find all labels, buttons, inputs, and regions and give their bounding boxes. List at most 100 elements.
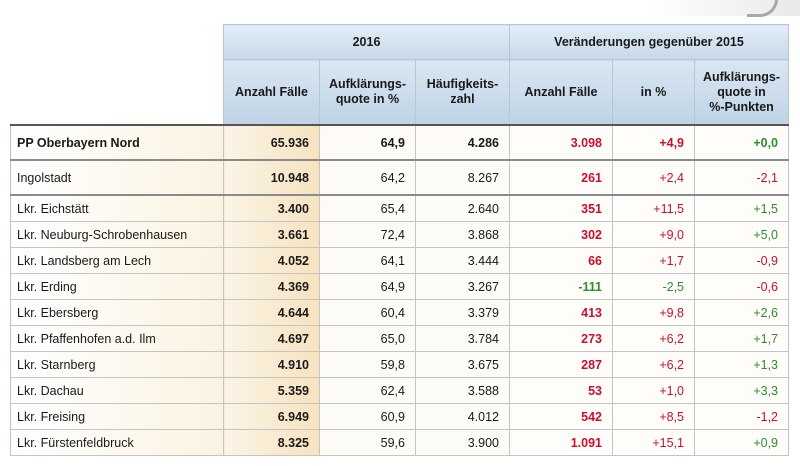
change-clearance-points: -0,9 xyxy=(694,247,789,274)
change-cases: 261 xyxy=(509,160,613,196)
change-clearance-points: +1,7 xyxy=(694,325,789,352)
frequency-2016: 4.286 xyxy=(415,124,510,161)
cases-2016: 8.325 xyxy=(223,429,320,456)
region-name: Lkr. Landsberg am Lech xyxy=(10,247,224,274)
table-row: Lkr. Pfaffenhofen a.d. Ilm 4.697 65,0 3.784… xyxy=(10,325,789,352)
change-clearance-points: +3,3 xyxy=(694,377,789,404)
region-name: Lkr. Pfaffenhofen a.d. Ilm xyxy=(10,325,224,352)
frequency-2016: 2.640 xyxy=(415,195,510,222)
change-clearance-points: -0,6 xyxy=(694,273,789,300)
region-name: Lkr. Ebersberg xyxy=(10,299,224,326)
clearance-rate-2016: 64,9 xyxy=(319,273,416,300)
table-row: Lkr. Landsberg am Lech 4.052 64,1 3.444 66 +1… xyxy=(10,247,789,274)
header-blank xyxy=(10,24,224,60)
change-cases: 66 xyxy=(509,247,613,274)
header-haeufigkeitszahl: Häufigkeits-zahl xyxy=(415,59,510,126)
frequency-2016: 4.012 xyxy=(415,403,510,430)
change-cases: 3.098 xyxy=(509,124,613,161)
table-row: Lkr. Freising 6.949 60,9 4.012 542 +8,5 -1,2 xyxy=(10,403,789,430)
table-row: Lkr. Neuburg-Schrobenhausen 3.661 72,4 3.86… xyxy=(10,221,789,248)
change-cases: 53 xyxy=(509,377,613,404)
table-row: Lkr. Erding 4.369 64,9 3.267 -111 -2,5 -0,6 xyxy=(10,273,789,300)
corner-decoration xyxy=(650,0,800,17)
region-name: Lkr. Starnberg xyxy=(10,351,224,378)
clearance-rate-2016: 59,8 xyxy=(319,351,416,378)
frequency-2016: 3.900 xyxy=(415,429,510,456)
clearance-rate-2016: 60,9 xyxy=(319,403,416,430)
region-name: Lkr. Freising xyxy=(10,403,224,430)
frequency-2016: 3.868 xyxy=(415,221,510,248)
clearance-rate-2016: 64,9 xyxy=(319,124,416,161)
change-clearance-points: +2,6 xyxy=(694,299,789,326)
header-aufklaerungsquote: Aufklärungs-quote in % xyxy=(319,59,416,126)
cases-2016: 4.052 xyxy=(223,247,320,274)
cases-2016: 5.359 xyxy=(223,377,320,404)
cases-2016: 6.949 xyxy=(223,403,320,430)
clearance-rate-2016: 62,4 xyxy=(319,377,416,404)
header-anzahl-faelle: Anzahl Fälle xyxy=(223,59,320,126)
region-name: PP Oberbayern Nord xyxy=(10,124,224,161)
change-cases: 1.091 xyxy=(509,429,613,456)
change-cases: 302 xyxy=(509,221,613,248)
change-cases: 542 xyxy=(509,403,613,430)
change-clearance-points: -1,2 xyxy=(694,403,789,430)
change-cases: -111 xyxy=(509,273,613,300)
cases-2016: 4.910 xyxy=(223,351,320,378)
region-name: Ingolstadt xyxy=(10,160,224,196)
crime-statistics-table: 2016 Veränderungen gegenüber 2015 Anzahl… xyxy=(10,24,789,456)
frequency-2016: 3.267 xyxy=(415,273,510,300)
cases-2016: 3.400 xyxy=(223,195,320,222)
frequency-2016: 3.444 xyxy=(415,247,510,274)
cases-2016: 4.644 xyxy=(223,299,320,326)
region-name: Lkr. Dachau xyxy=(10,377,224,404)
change-clearance-points: -2,1 xyxy=(694,160,789,196)
cases-2016: 65.936 xyxy=(223,124,320,161)
change-clearance-points: +1,3 xyxy=(694,351,789,378)
clearance-rate-2016: 59,6 xyxy=(319,429,416,456)
change-percent: +6,2 xyxy=(612,325,695,352)
table-row: Lkr. Starnberg 4.910 59,8 3.675 287 +6,2 +1,3 xyxy=(10,351,789,378)
cases-2016: 10.948 xyxy=(223,160,320,196)
region-name: Lkr. Neuburg-Schrobenhausen xyxy=(10,221,224,248)
change-percent: +11,5 xyxy=(612,195,695,222)
change-cases: 351 xyxy=(509,195,613,222)
change-clearance-points: +0,9 xyxy=(694,429,789,456)
change-percent: +1,7 xyxy=(612,247,695,274)
frequency-2016: 3.784 xyxy=(415,325,510,352)
table-row: Lkr. Eichstätt 3.400 65,4 2.640 351 +11,5 +1,5 xyxy=(10,195,789,222)
clearance-rate-2016: 65,0 xyxy=(319,325,416,352)
change-percent: +2,4 xyxy=(612,160,695,196)
change-cases: 287 xyxy=(509,351,613,378)
change-clearance-points: +0,0 xyxy=(694,124,789,161)
header-change-in-percent: in % xyxy=(612,59,695,126)
change-percent: +6,2 xyxy=(612,351,695,378)
frequency-2016: 8.267 xyxy=(415,160,510,196)
header-blank-2 xyxy=(10,59,224,125)
region-name: Lkr. Erding xyxy=(10,273,224,300)
region-name: Lkr. Eichstätt xyxy=(10,195,224,222)
change-clearance-points: +5,0 xyxy=(694,221,789,248)
clearance-rate-2016: 60,4 xyxy=(319,299,416,326)
frequency-2016: 3.379 xyxy=(415,299,510,326)
clearance-rate-2016: 64,1 xyxy=(319,247,416,274)
clearance-rate-2016: 65,4 xyxy=(319,195,416,222)
change-percent: +4,9 xyxy=(612,124,695,161)
table-body: PP Oberbayern Nord 65.936 64,9 4.286 3.098 +4… xyxy=(10,124,789,456)
change-cases: 273 xyxy=(509,325,613,352)
change-percent: +9,0 xyxy=(612,221,695,248)
table-row: PP Oberbayern Nord 65.936 64,9 4.286 3.098 +4… xyxy=(10,124,789,161)
frequency-2016: 3.675 xyxy=(415,351,510,378)
table-row: Lkr. Ebersberg 4.644 60,4 3.379 413 +9,8 +2,6 xyxy=(10,299,789,326)
change-percent: +8,5 xyxy=(612,403,695,430)
header-change-anzahl-faelle: Anzahl Fälle xyxy=(509,59,613,126)
change-percent: +1,0 xyxy=(612,377,695,404)
cases-2016: 4.369 xyxy=(223,273,320,300)
header-group-change: Veränderungen gegenüber 2015 xyxy=(509,24,789,60)
table-row: Lkr. Fürstenfeldbruck 8.325 59,6 3.900 1.091… xyxy=(10,429,789,456)
header-group-2016: 2016 xyxy=(223,24,510,60)
change-percent: +15,1 xyxy=(612,429,695,456)
frequency-2016: 3.588 xyxy=(415,377,510,404)
cases-2016: 4.697 xyxy=(223,325,320,352)
cases-2016: 3.661 xyxy=(223,221,320,248)
header-change-aufklaerungsquote: Aufklärungs-quote in %-Punkten xyxy=(694,59,789,126)
